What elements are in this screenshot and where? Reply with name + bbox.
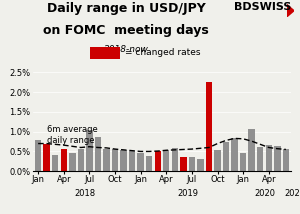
Bar [266, 145, 272, 171]
Bar [231, 138, 238, 171]
Bar [180, 157, 187, 171]
Bar [78, 149, 84, 171]
Bar [137, 153, 144, 171]
Text: Daily range in USD/JPY: Daily range in USD/JPY [46, 2, 206, 15]
Bar [61, 149, 67, 171]
Text: 2018: 2018 [75, 189, 96, 198]
Text: = changed rates: = changed rates [124, 48, 200, 58]
Bar [283, 149, 289, 171]
Bar [197, 159, 204, 171]
Bar [120, 150, 127, 171]
Text: 6m average
daily range: 6m average daily range [47, 125, 98, 144]
Bar [172, 148, 178, 171]
Bar [206, 82, 212, 171]
Bar [35, 140, 41, 171]
Bar [129, 152, 135, 171]
Bar [214, 150, 221, 171]
Bar [69, 153, 76, 171]
Bar [257, 147, 263, 171]
Bar [112, 149, 118, 171]
Bar [240, 153, 246, 171]
Polygon shape [286, 4, 294, 17]
Bar [44, 144, 50, 171]
Text: 2019: 2019 [177, 189, 198, 198]
Bar [163, 150, 170, 171]
Bar [248, 129, 255, 171]
Bar [223, 142, 229, 171]
Text: 2018-now: 2018-now [103, 45, 148, 54]
Bar [52, 155, 59, 171]
Bar [146, 156, 152, 171]
Bar [189, 157, 195, 171]
Bar [154, 151, 161, 171]
Bar [95, 137, 101, 171]
Text: 2020: 2020 [254, 189, 275, 198]
Text: BDSWISS: BDSWISS [234, 2, 291, 12]
Text: 2021: 2021 [284, 189, 300, 198]
Bar [103, 149, 110, 171]
Text: on FOMC  meeting days: on FOMC meeting days [43, 24, 209, 37]
Bar [86, 130, 93, 171]
Bar [274, 146, 280, 171]
